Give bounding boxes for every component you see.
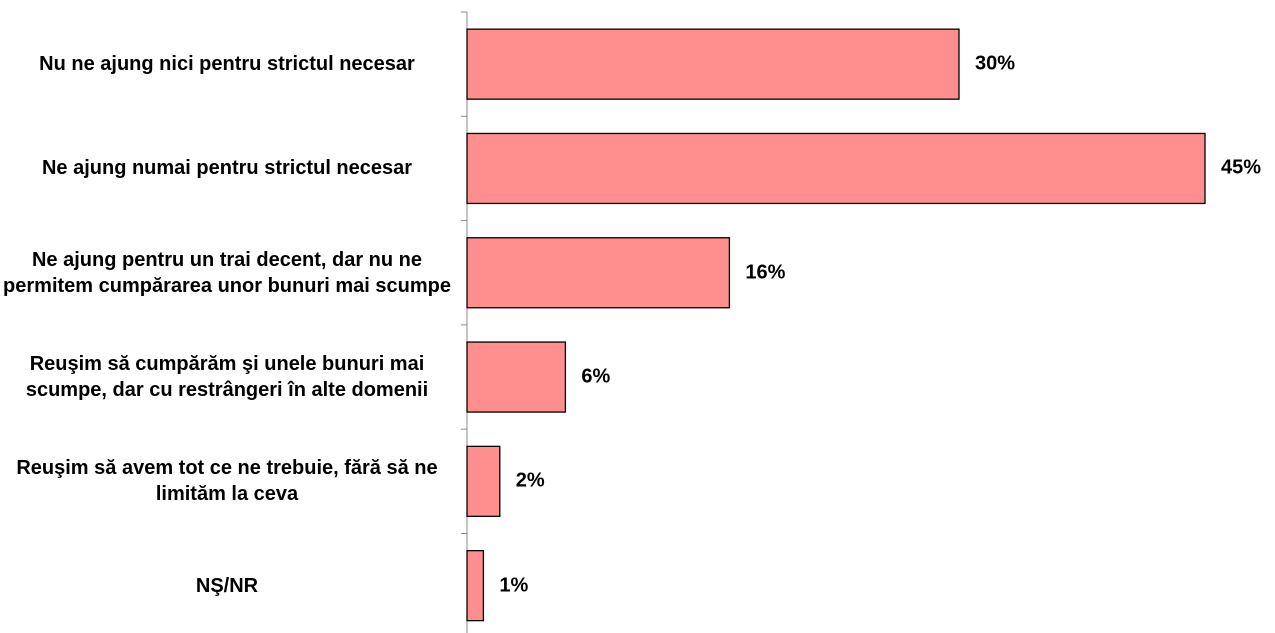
bar [466, 445, 501, 518]
bar [466, 132, 1206, 205]
value-label: 45% [1221, 156, 1262, 179]
bar [466, 28, 960, 100]
category-label: NŞ/NR [195, 574, 259, 597]
value-label: 1% [499, 574, 529, 597]
value-label: 30% [975, 52, 1016, 75]
category-label: Ne ajung numai pentru strictul necesar [41, 157, 413, 180]
category-label: Ne ajung pentru un trai decent, dar nu n… [3, 248, 451, 297]
category-label: Reuşim să cumpărăm şi unele bunuri mai s… [25, 353, 429, 402]
bar [466, 237, 731, 309]
value-label: 16% [745, 261, 786, 284]
bar [466, 341, 567, 413]
category-label: Reuşim să avem tot ce ne trebuie, fără s… [16, 457, 438, 506]
value-label: 2% [515, 469, 545, 492]
value-label: 6% [581, 365, 611, 388]
bar [466, 550, 485, 622]
category-label: Nu ne ajung nici pentru strictul necesar [39, 53, 415, 76]
